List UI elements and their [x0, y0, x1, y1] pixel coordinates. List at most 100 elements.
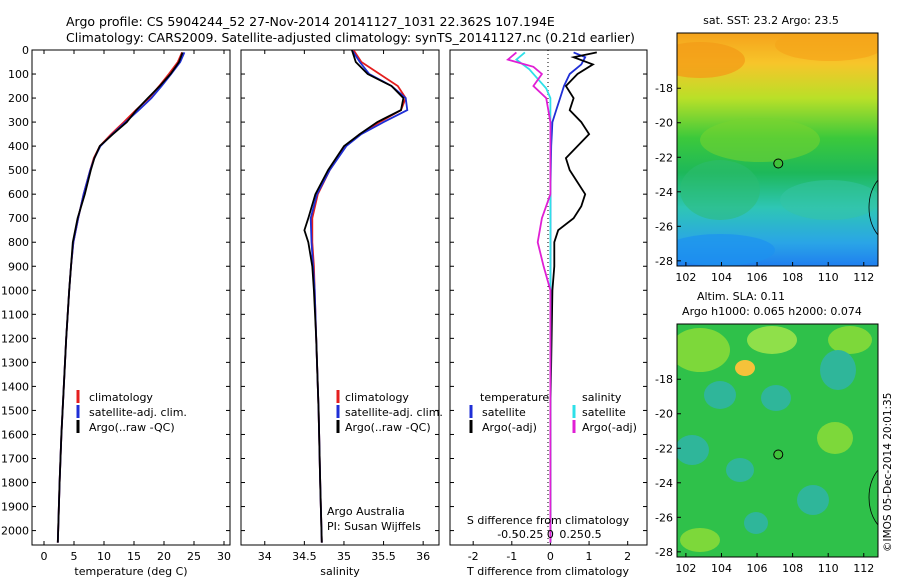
series-line-s-argo-adj-	[506, 51, 552, 543]
series-line-climatology	[56, 52, 183, 543]
s-diff-tick-label: 0.5	[584, 528, 602, 541]
depth-tick-label: 800	[8, 236, 29, 249]
depth-tick-label: 1900	[1, 501, 29, 514]
series-line-s-satellite	[514, 51, 552, 543]
depth-tick-label: 1100	[1, 308, 29, 321]
s-diff-tick-label: 0.25	[559, 528, 584, 541]
lat-tick-label: -26	[655, 511, 673, 524]
depth-tick-label: 1600	[1, 428, 29, 441]
depth-tick-label: 1000	[1, 284, 29, 297]
depth-tick-label: 1300	[1, 356, 29, 369]
x-tick-label: 1	[586, 550, 593, 563]
x-tick-label: 25	[187, 550, 201, 563]
x-tick-label: 34.5	[292, 550, 317, 563]
salinity-axes-frame	[240, 49, 440, 546]
sla-map-subtitle: Argo h1000: 0.065 h2000: 0.074	[682, 305, 862, 318]
argo-australia-label: Argo Australia	[327, 505, 405, 518]
sla-lat-axis: -18 -20 -22 -24 -26 -28	[655, 373, 681, 559]
lat-tick-label: -28	[655, 546, 673, 559]
figure-title-line2: Climatology: CARS2009. Satellite-adjuste…	[66, 30, 635, 45]
temperature-axes-frame	[31, 49, 231, 546]
temperature-xlabel: temperature (deg C)	[74, 565, 187, 578]
legend-temperature-title: temperature	[480, 391, 549, 404]
x-tick-label: 10	[97, 550, 111, 563]
salinity-depth-ticks	[241, 49, 439, 532]
sst-lon-axis: 102 104 106 108 110 112	[675, 262, 874, 284]
lat-tick-label: -20	[655, 117, 673, 130]
depth-tick-label: 900	[8, 260, 29, 273]
x-tick-label: 2	[624, 550, 631, 563]
x-tick-label: 30	[217, 550, 231, 563]
x-tick-label: 36	[416, 550, 430, 563]
depth-axis: 0 100 200 300 400 500 600 700 800 900 1000 1100 1200…	[1, 44, 230, 538]
depth-tick-label: 100	[8, 68, 29, 81]
series-line-argo-raw-qc-	[303, 50, 405, 543]
s-difference-tick-labels: -0.5-0.25 0 0.25 0.5	[497, 528, 601, 541]
x-tick-label: 0	[41, 550, 48, 563]
x-tick-label: 35	[337, 550, 351, 563]
sla-argo-location-marker	[773, 449, 784, 460]
depth-tick-label: 0	[22, 44, 29, 57]
x-tick-label: 20	[157, 550, 171, 563]
lat-tick-label: -22	[655, 442, 673, 455]
lon-tick-label: 112	[853, 271, 874, 284]
sla-map-panel: Altim. SLA: 0.11 Argo h1000: 0.065 h2000…	[655, 290, 879, 575]
lon-tick-label: 108	[782, 271, 803, 284]
x-tick-label: 15	[127, 550, 141, 563]
legend-climatology-label: climatology	[345, 391, 409, 404]
legend-s-satellite-label: satellite	[582, 406, 626, 419]
t-difference-x-axis: -2 -1 0 1 2	[468, 541, 631, 563]
lat-tick-label: -28	[655, 255, 673, 268]
lon-tick-label: 110	[818, 562, 839, 575]
depth-tick-label: 1200	[1, 332, 29, 345]
depth-tick-label: 700	[8, 212, 29, 225]
lon-tick-label: 106	[747, 562, 768, 575]
x-tick-label: 0	[547, 550, 554, 563]
difference-panel: -2 -1 0 1 2 S difference from climatology -0…	[449, 49, 648, 578]
depth-tick-label: 1500	[1, 404, 29, 417]
salinity-x-axis: 34 34.5 35 35.5 36	[258, 50, 430, 563]
lat-tick-label: -18	[655, 82, 673, 95]
figure-title-line1: Argo profile: CS 5904244_52 27-Nov-2014 …	[66, 14, 555, 29]
x-tick-label: 5	[71, 550, 78, 563]
lat-tick-label: -26	[655, 220, 673, 233]
depth-tick-label: 1700	[1, 452, 29, 465]
series-line-t-satellite	[549, 51, 587, 543]
lon-tick-label: 108	[782, 562, 803, 575]
lat-tick-label: -24	[655, 477, 673, 490]
sla-heatmap	[677, 324, 878, 557]
sla-map-title: Altim. SLA: 0.11	[697, 290, 785, 303]
imos-credit: ©IMOS 05-Dec-2014 20:01:35	[882, 393, 894, 552]
lat-tick-label: -20	[655, 408, 673, 421]
legend-t-argo-label: Argo(-adj)	[482, 421, 537, 434]
sst-map-panel: sat. SST: 23.2 Argo: 23.5 102 104 106 108 11…	[655, 14, 879, 284]
lat-tick-label: -24	[655, 186, 673, 199]
depth-tick-label: 2000	[1, 525, 29, 538]
x-tick-label: 34	[258, 550, 272, 563]
depth-tick-label: 300	[8, 116, 29, 129]
lat-tick-label: -18	[655, 373, 673, 386]
legend-salinity-title: salinity	[582, 391, 622, 404]
legend-climatology-label: climatology	[89, 391, 153, 404]
salinity-legend: climatology satellite-adj. clim. Argo(..…	[336, 390, 443, 434]
x-tick-label: 35.5	[371, 550, 396, 563]
lat-tick-label: -22	[655, 151, 673, 164]
x-tick-label: -2	[468, 550, 479, 563]
salinity-panel: 34 34.5 35 35.5 36 salinity climatology sate…	[240, 49, 443, 578]
legend-satellite-label: satellite-adj. clim.	[89, 406, 187, 419]
legend-satellite-label: satellite-adj. clim.	[345, 406, 443, 419]
legend-argo-label: Argo(..raw -QC)	[345, 421, 431, 434]
depth-tick-label: 200	[8, 92, 29, 105]
legend-argo-label: Argo(..raw -QC)	[89, 421, 175, 434]
legend-t-satellite-label: satellite	[482, 406, 526, 419]
salinity-lines	[303, 50, 409, 543]
s-difference-xlabel: S difference from climatology	[467, 514, 630, 527]
depth-tick-label: 1800	[1, 477, 29, 490]
depth-tick-label: 400	[8, 140, 29, 153]
series-line-argo-raw-qc-	[56, 52, 184, 543]
sst-lat-axis: -18 -20 -22 -24 -26 -28	[655, 82, 681, 268]
temperature-lines	[56, 52, 186, 543]
lon-tick-label: 104	[711, 562, 732, 575]
depth-tick-label: 500	[8, 164, 29, 177]
